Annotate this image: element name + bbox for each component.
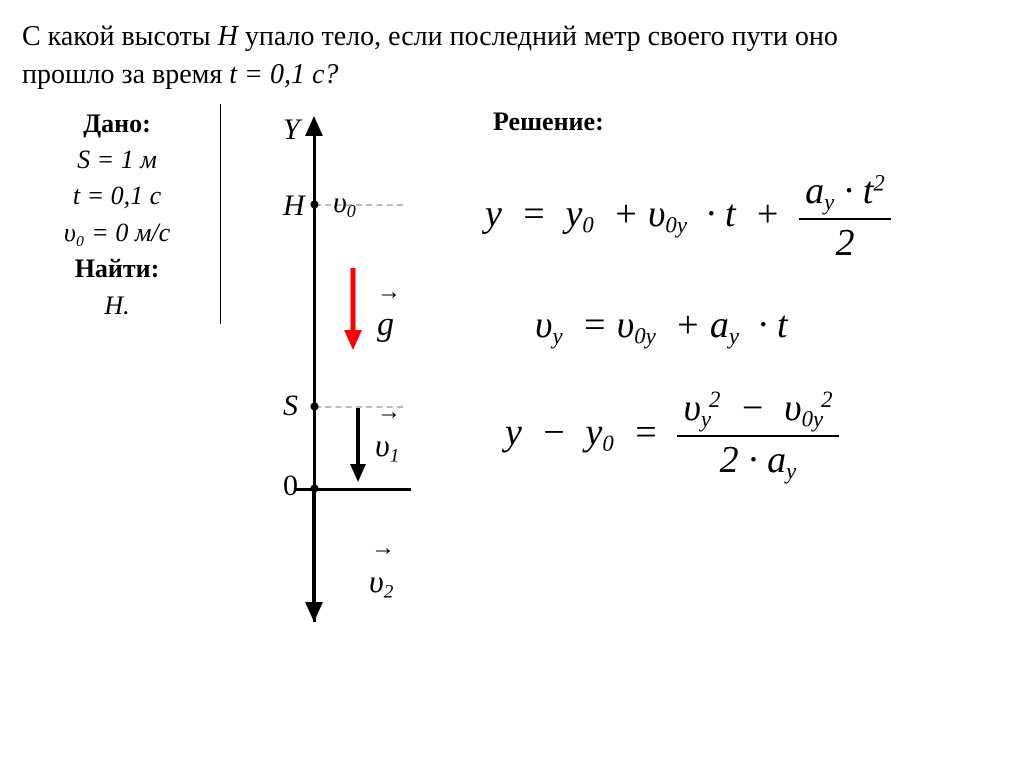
text: С какой высоты [22,21,218,52]
label-v0: υ0 [333,183,356,224]
e2-ay: a [710,304,729,346]
e3-ays: y [786,458,796,483]
e1-frac: ay · t2 2 [799,171,891,264]
v2-sym: υ [369,563,384,599]
e1-t2: t [863,170,874,212]
e3-v0ys: 0y [802,406,824,431]
e3-dot: · [748,439,758,481]
label-v2: υ2 [369,560,393,605]
e1-den: 2 [799,220,891,264]
dash-H [315,204,403,206]
given-t: t = 0,1 с [22,178,212,214]
equation-1: y = y0 + υ0y · t + ay · t2 2 [485,171,1002,264]
label-g: g [377,302,394,348]
v1-sub: 1 [390,445,400,466]
equation-3: y − y0 = υy2 − υ0y2 2 · ay [505,388,1002,484]
e3-vy: υ [683,387,700,429]
var-H: H [218,21,238,52]
e2-ays: y [729,323,739,348]
v2-sub: 2 [384,581,394,602]
e1-t: t [725,193,736,235]
e1-ays: y [824,189,834,214]
given-S: S = 1 м [22,142,212,178]
label-H: H [283,186,305,227]
e3-y0s: 0 [602,431,613,456]
e3-y0: y [586,412,603,454]
text: прошло за время [22,59,229,90]
v0-sym: υ [333,186,347,219]
diagram: Y H υ0 → g S → υ1 0 [233,104,463,644]
e3-y: y [505,412,522,454]
find-H: H. [22,288,212,324]
e1-v0y: υ [648,193,665,235]
solution-header: Решение: [493,104,1002,139]
y-axis-arrowhead [303,116,325,138]
e2-vys: y [552,323,562,348]
label-zero: 0 [283,466,298,507]
label-v1: υ1 [375,424,399,469]
e3-ay: a [767,439,786,481]
label-S: S [283,386,298,427]
e2-v0y: υ [617,304,634,346]
v1-arrow [347,406,369,484]
given-v0: υ₀ = 0 м/с [22,215,212,251]
text: упало тело, если последний метр своего п… [238,21,838,52]
v2-arrow [303,488,325,622]
label-Y: Y [283,110,300,151]
e1-ay: a [805,170,824,212]
given-block: Дано: S = 1 м t = 0,1 с υ₀ = 0 м/с Найти… [22,104,221,324]
equation-2: υy = υ0y + ay · t [535,300,1002,352]
e3-two: 2 [720,439,739,481]
e1-y: y [485,193,502,235]
t-expr: t = 0,1 с? [229,59,338,90]
v1-sym: υ [375,427,390,463]
e2-t: t [777,304,788,346]
e2-v0ys: 0y [634,323,656,348]
g-arrow [341,264,365,352]
point-S [310,402,319,411]
find-header: Найти: [22,251,212,287]
solution-block: Решение: y = y0 + υ0y · t + ay · t2 2 υy… [475,104,1002,520]
e1-y0s: 0 [582,212,593,237]
e1-y0: y [566,193,583,235]
e3-frac: υy2 − υ0y2 2 · ay [677,388,838,484]
e1-v0ys: 0y [665,212,687,237]
given-header: Дано: [22,106,212,142]
e3-v0y: υ [784,387,801,429]
content-row: Дано: S = 1 м t = 0,1 с υ₀ = 0 м/с Найти… [22,104,1002,644]
problem-statement: С какой высоты H упало тело, если послед… [22,18,1002,94]
e2-vy: υ [535,304,552,346]
v0-sub: 0 [347,201,356,221]
point-H [310,200,319,209]
